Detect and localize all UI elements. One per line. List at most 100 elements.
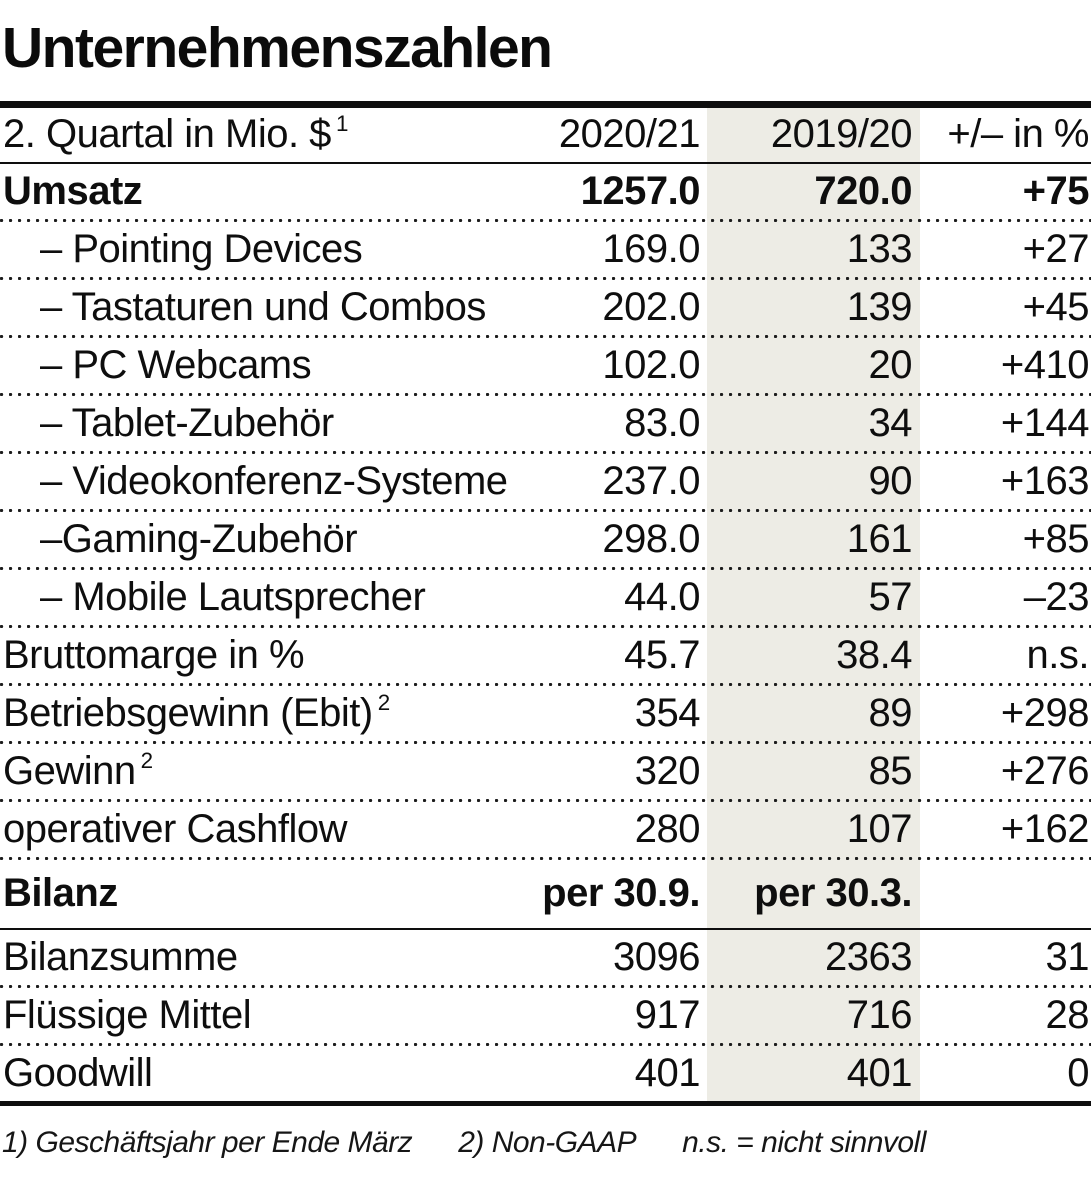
row-label: Umsatz	[3, 168, 143, 213]
row-label-cell: – Tastaturen und Combos	[0, 285, 540, 330]
bottom-thick-rule	[0, 1100, 1091, 1106]
footnote-1: 1) Geschäftsjahr per Ende März	[2, 1125, 413, 1159]
row-label: – Tastaturen und Combos	[40, 284, 486, 329]
dotted-separator	[0, 276, 1091, 280]
row-label: operativer Cashflow	[3, 806, 348, 851]
header-label-cell: 2. Quartal in Mio. $1	[0, 112, 540, 157]
value-change: +276	[1000, 748, 1090, 793]
dotted-separator	[0, 392, 1091, 396]
dotted-separator	[0, 450, 1091, 454]
balance-header-row: Bilanz per 30.9. per 30.3.	[0, 860, 1091, 928]
table-row: –Gaming-Zubehör 298.0 161 +85	[0, 512, 1091, 567]
row-label: – Mobile Lautsprecher	[40, 574, 426, 619]
table-row: Bruttomarge in % 45.7 38.4 n.s.	[0, 628, 1091, 683]
row-label-cell: – PC Webcams	[0, 343, 540, 388]
footnote-3: n.s. = nicht sinnvoll	[682, 1125, 926, 1159]
table-row: Goodwill 401 401 0	[0, 1046, 1091, 1101]
row-label-cell: Bruttomarge in %	[0, 633, 540, 678]
value-2020-21: 1257.0	[580, 168, 701, 213]
row-label: – Pointing Devices	[40, 226, 363, 271]
table-row: operativer Cashflow 280 107 +162	[0, 802, 1091, 857]
balance-header-col-1: per 30.9.	[542, 871, 700, 916]
balance-header-label: Bilanz	[3, 871, 118, 916]
shaded-column-band	[707, 107, 920, 1101]
row-label: Goodwill	[3, 1050, 153, 1095]
table-row: – PC Webcams 102.0 20 +410	[0, 338, 1091, 393]
value-change: –23	[1023, 574, 1090, 619]
value-change: +75	[1022, 168, 1090, 213]
footnote: 1) Geschäftsjahr per Ende März 2) Non-GAA…	[0, 1106, 1091, 1160]
value-2019-20: 85	[868, 748, 913, 793]
row-label-cell: Bilanzsumme	[0, 935, 540, 980]
value-2020-21: 45.7	[624, 632, 700, 677]
value-2020-21: 44.0	[624, 574, 700, 619]
value-2020-21: 354	[634, 690, 701, 735]
value-2019-20: 57	[868, 574, 913, 619]
value-2019-20: 107	[846, 806, 913, 851]
main-rows: Umsatz 1257.0 720.0 +75 – Pointing Devic…	[0, 164, 1091, 860]
value-2020-21: 102.0	[602, 342, 700, 387]
header-label: 2. Quartal in Mio. $	[3, 112, 331, 157]
value-2019-20: 2363	[825, 934, 912, 979]
row-label-cell: – Pointing Devices	[0, 227, 540, 272]
dotted-separator	[0, 624, 1091, 628]
row-label-cell: Betriebsgewinn (Ebit) 2	[0, 691, 540, 736]
row-label: – Tablet-Zubehör	[40, 400, 334, 445]
value-change: n.s.	[1026, 632, 1090, 677]
row-label-cell: – Tablet-Zubehör	[0, 401, 540, 446]
balance-rows: Bilanzsumme 3096 2363 31 Flüssige Mittel…	[0, 930, 1091, 1101]
dotted-separator	[0, 566, 1091, 570]
value-2019-20: 133	[846, 226, 913, 271]
value-2020-21: 237.0	[602, 458, 700, 503]
table-row: – Pointing Devices 169.0 133 +27	[0, 222, 1091, 277]
footnote-ref-1: 1	[335, 111, 348, 137]
table-row: Betriebsgewinn (Ebit) 2 354 89 +298	[0, 686, 1091, 741]
value-change: +410	[1000, 342, 1090, 387]
table-row: Gewinn 2 320 85 +276	[0, 744, 1091, 799]
value-change: +144	[1000, 400, 1090, 445]
row-label: Bruttomarge in %	[3, 632, 305, 677]
value-2020-21: 169.0	[602, 226, 700, 271]
value-2019-20: 401	[846, 1050, 913, 1095]
top-thick-rule	[0, 100, 1091, 108]
balance-header-rule	[0, 927, 1091, 930]
dotted-separator	[0, 798, 1091, 802]
row-label: Bilanzsumme	[3, 934, 238, 979]
value-change: +85	[1022, 516, 1090, 561]
value-2019-20: 38.4	[836, 632, 912, 677]
dotted-separator	[0, 1042, 1091, 1046]
row-label-cell: – Mobile Lautsprecher	[0, 575, 540, 620]
value-2020-21: 298.0	[602, 516, 700, 561]
value-2019-20: 20	[868, 342, 913, 387]
dotted-separator	[0, 984, 1091, 988]
row-label: –Gaming-Zubehör	[40, 516, 358, 561]
table-row: Flüssige Mittel 917 716 28	[0, 988, 1091, 1043]
value-change: +162	[1000, 806, 1090, 851]
value-2020-21: 320	[634, 748, 701, 793]
header-col-2020-21: 2020/21	[558, 112, 701, 157]
row-label-cell: Gewinn 2	[0, 749, 540, 794]
row-label: Gewinn	[3, 748, 136, 793]
value-change: +45	[1022, 284, 1090, 329]
table-row: Umsatz 1257.0 720.0 +75	[0, 164, 1091, 219]
row-label-cell: operativer Cashflow	[0, 807, 540, 852]
table-row: – Tastaturen und Combos 202.0 139 +45	[0, 280, 1091, 335]
value-change: +298	[1000, 690, 1090, 735]
header-col-2019-20: 2019/20	[770, 112, 913, 157]
row-label-cell: Umsatz	[0, 169, 540, 214]
table-row: – Tablet-Zubehör 83.0 34 +144	[0, 396, 1091, 451]
value-2019-20: 161	[846, 516, 913, 561]
row-label-cell: Flüssige Mittel	[0, 993, 540, 1038]
value-2019-20: 716	[846, 992, 913, 1037]
dotted-separator	[0, 682, 1091, 686]
value-2020-21: 401	[634, 1050, 701, 1095]
value-2019-20: 720.0	[814, 168, 912, 213]
value-2020-21: 280	[634, 806, 701, 851]
value-change: +27	[1022, 226, 1090, 271]
row-label: – Videokonferenz-Systeme	[40, 458, 508, 503]
value-change: +163	[1000, 458, 1090, 503]
footnote-ref: 2	[377, 689, 390, 715]
row-label: – PC Webcams	[40, 342, 312, 387]
row-label: Betriebsgewinn (Ebit)	[3, 690, 373, 735]
